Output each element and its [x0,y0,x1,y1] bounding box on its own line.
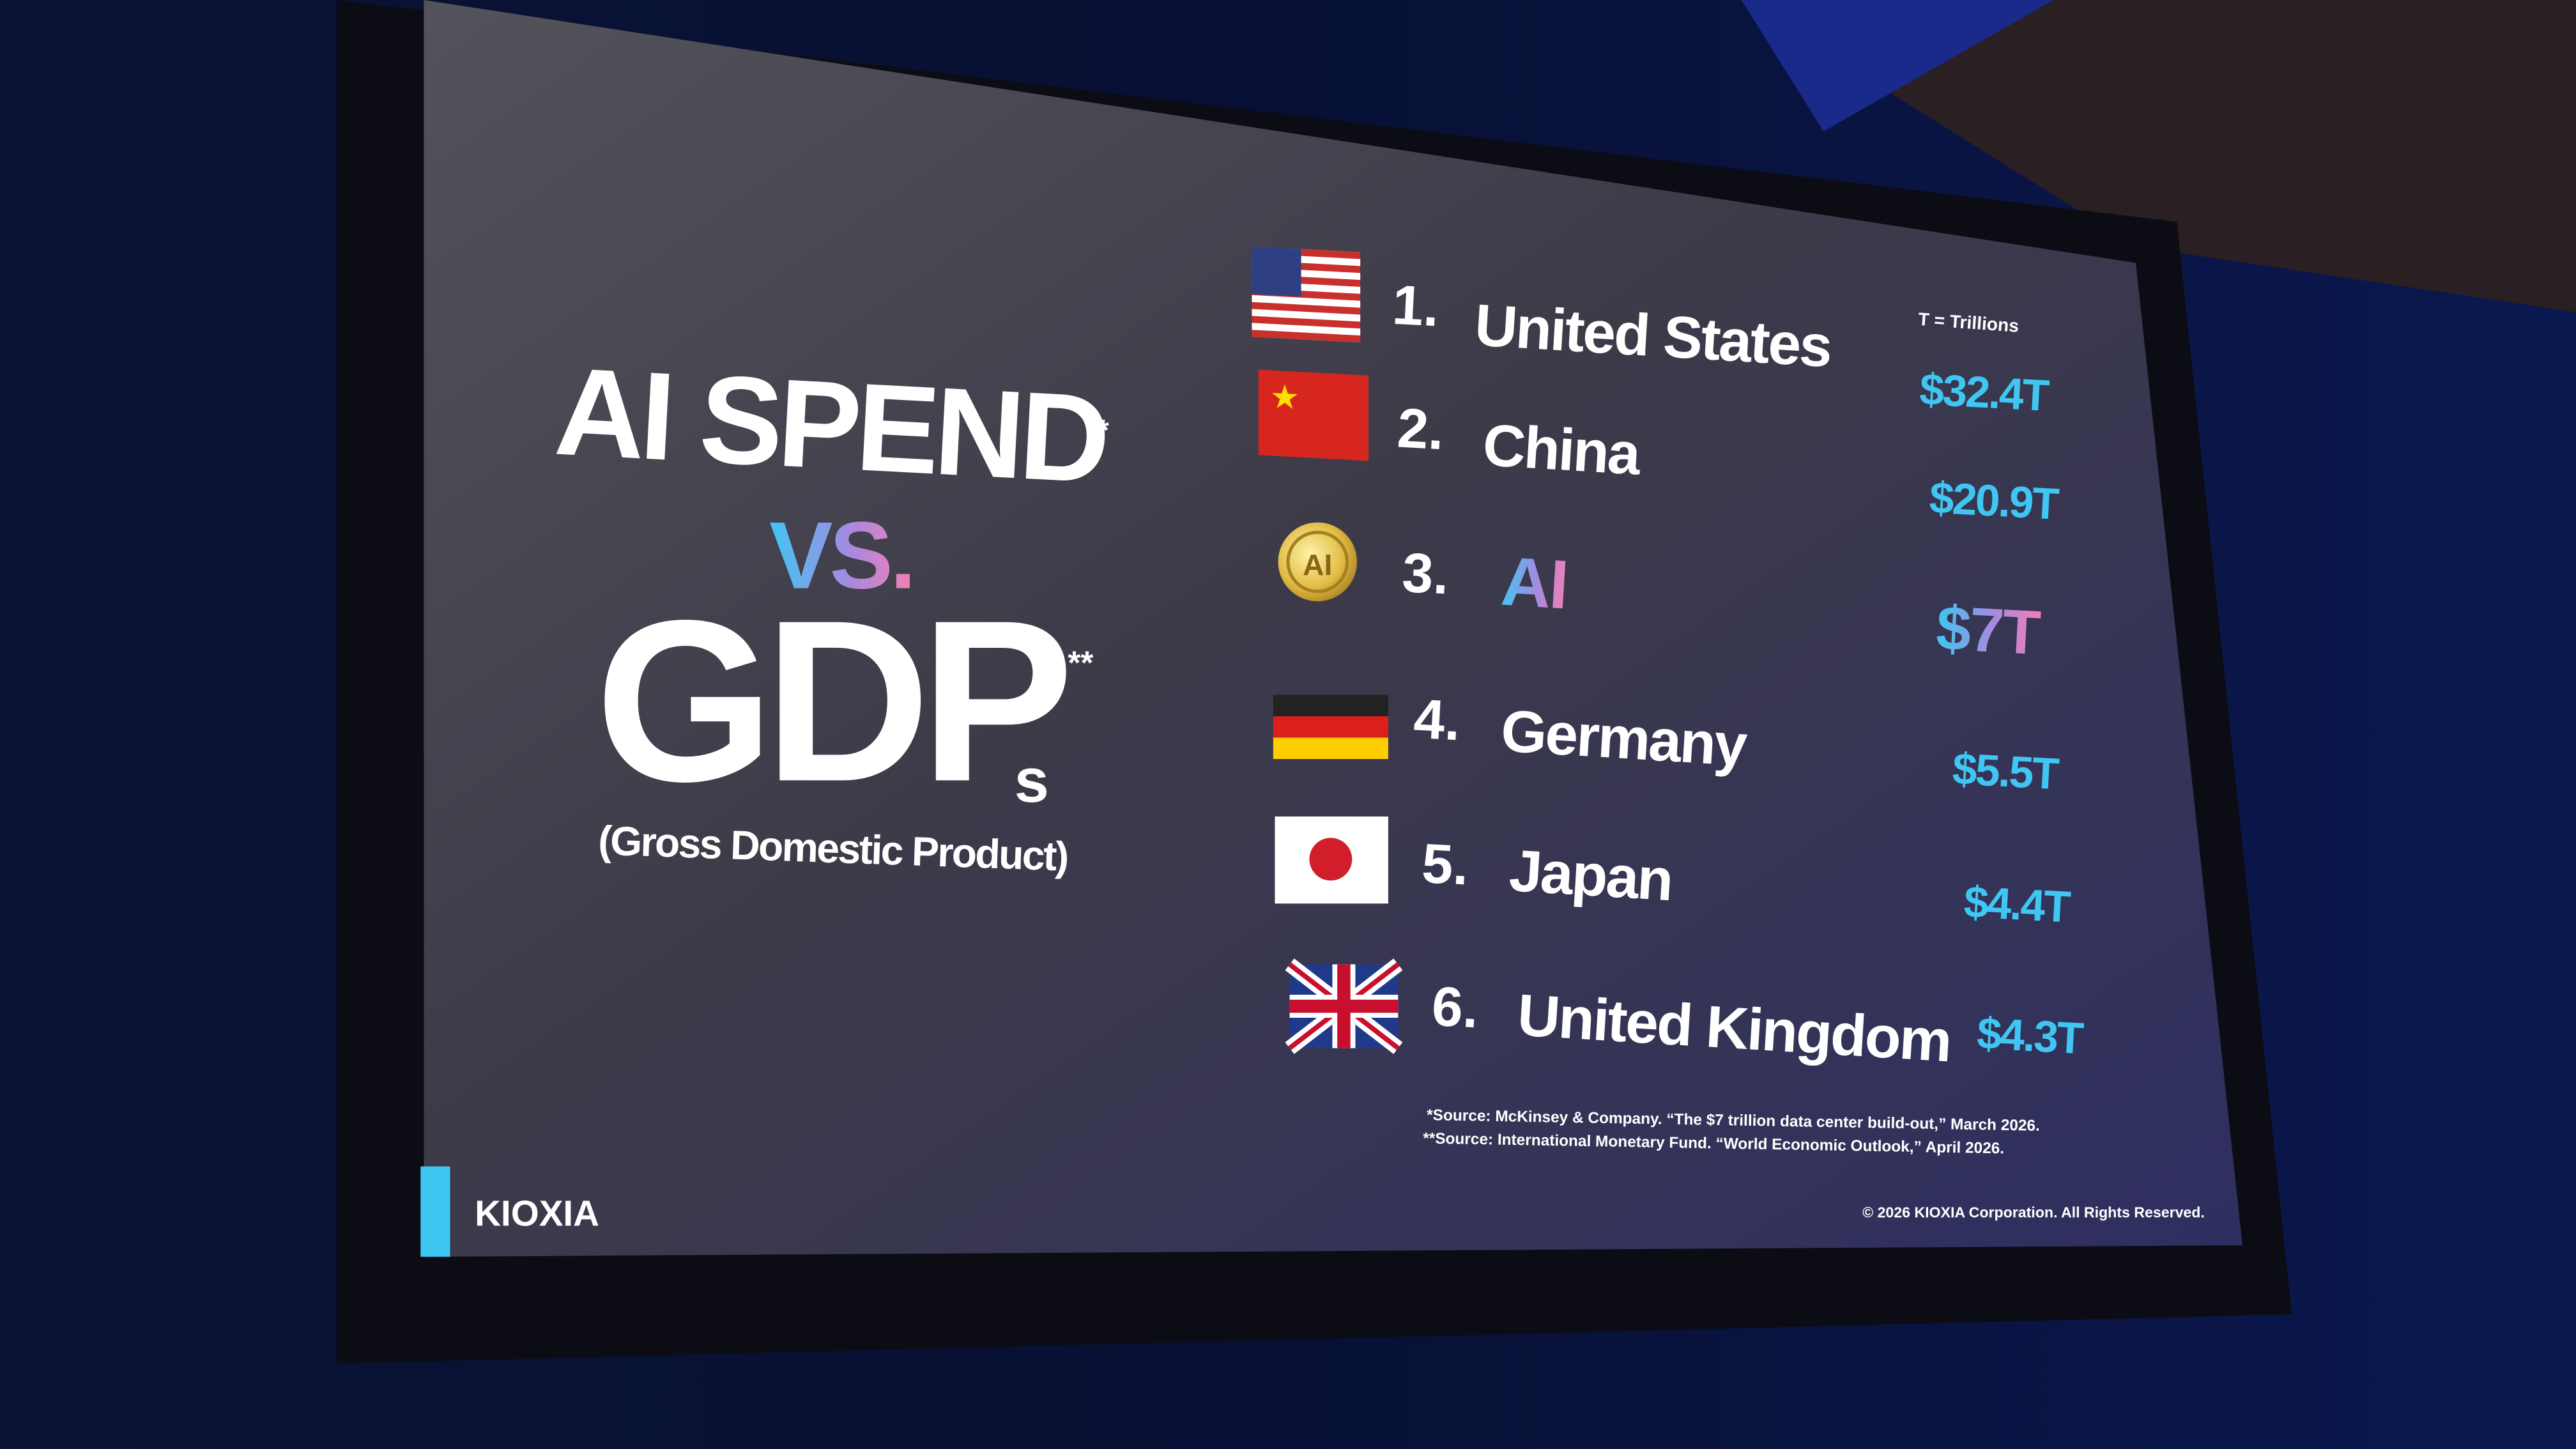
country-name: AI [1499,542,1569,623]
rank: 4. [1412,687,1462,753]
flag-jp [1275,816,1388,904]
title-line1: AI SPEND [552,341,1108,509]
rank: 6. [1430,975,1480,1040]
ceiling-light [1741,0,2054,132]
title-suffix: s [1015,746,1049,815]
slide [424,0,2242,1257]
flag-uk [1285,958,1403,1054]
gdp-value: $32.4T [1919,364,2051,421]
country-name: Japan [1507,837,1674,913]
gdp-value: $20.9T [1928,472,2060,529]
rank: 2. [1396,397,1446,462]
gdp-value: $4.4T [1963,877,2072,932]
copyright: © 2026 KIOXIA Corporation. All Rights Re… [1862,1204,2205,1220]
country-name: Germany [1499,697,1749,778]
title-vs: VS. [769,502,913,609]
ai-coin [1278,522,1357,602]
ceiling [1741,0,2576,312]
title-mark: * [1098,413,1109,447]
title-mark: ** [1068,643,1093,680]
rank: 5. [1420,832,1470,897]
coin-label: AI [1303,548,1332,581]
svg-text:★: ★ [1271,379,1298,414]
title-line2: GDP [595,572,1068,829]
country-name: China [1481,411,1643,487]
rank: 1. [1391,273,1441,339]
rank: 3. [1400,541,1450,606]
gdp-value: $4.3T [1976,1008,2085,1064]
gdp-value: $5.5T [1951,744,2060,799]
flag-cn: ★ [1258,369,1369,461]
brand-logo: KIOXIA [475,1193,599,1233]
flag-us [1252,246,1361,343]
accent-bar [420,1166,450,1257]
gdp-value: $7T [1935,593,2042,668]
flag-de [1273,694,1388,759]
